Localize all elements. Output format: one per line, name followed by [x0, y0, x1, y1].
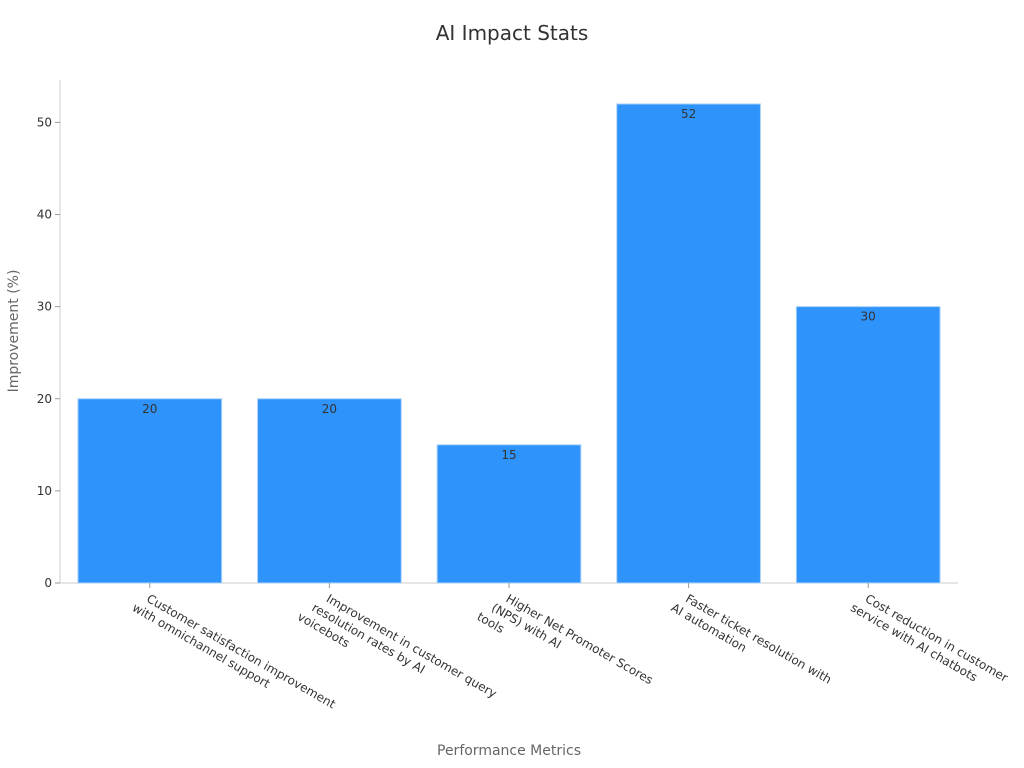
bar-value-label: 20 — [322, 402, 337, 416]
bars-group: 20 20 15 52 30 — [77, 103, 941, 584]
bar-value-label: 20 — [142, 402, 157, 416]
bar-value-label: 15 — [501, 448, 516, 462]
bar — [77, 398, 223, 584]
x-tick-label-line: service with AI chatbots — [848, 600, 980, 684]
x-tick-label-line: Customer satisfaction improvement — [144, 591, 338, 711]
chart-title: AI Impact Stats — [436, 21, 589, 45]
bar — [257, 398, 402, 584]
x-tick-label-line: Faster ticket resolution with — [683, 591, 834, 686]
y-axis-ticks: 0 10 20 30 40 50 — [37, 115, 60, 590]
x-tick-label-line: with omnichannel support — [130, 600, 273, 691]
y-tick-label: 10 — [37, 484, 52, 498]
x-tick-label-line: Improvement in customer query — [324, 591, 499, 700]
y-tick-label: 0 — [44, 576, 52, 590]
bar — [795, 306, 941, 584]
y-tick-label: 30 — [37, 300, 52, 314]
bar — [436, 444, 582, 584]
y-tick-label: 20 — [37, 392, 52, 406]
bar-value-label: 52 — [681, 107, 696, 121]
x-tick-label-line: Higher Net Promoter Scores — [504, 591, 656, 687]
bar — [616, 103, 761, 584]
x-tick-label-line: Cost reduction in customer — [863, 591, 1011, 684]
bar-value-label: 30 — [861, 310, 876, 324]
y-axis-title: Improvement (%) — [6, 270, 22, 393]
y-tick-label: 50 — [37, 115, 52, 129]
x-axis-title: Performance Metrics — [437, 743, 581, 759]
y-tick-label: 40 — [37, 208, 52, 222]
x-tick-label: Higher Net Promoter Scores(NPS) with AIt… — [475, 591, 656, 687]
